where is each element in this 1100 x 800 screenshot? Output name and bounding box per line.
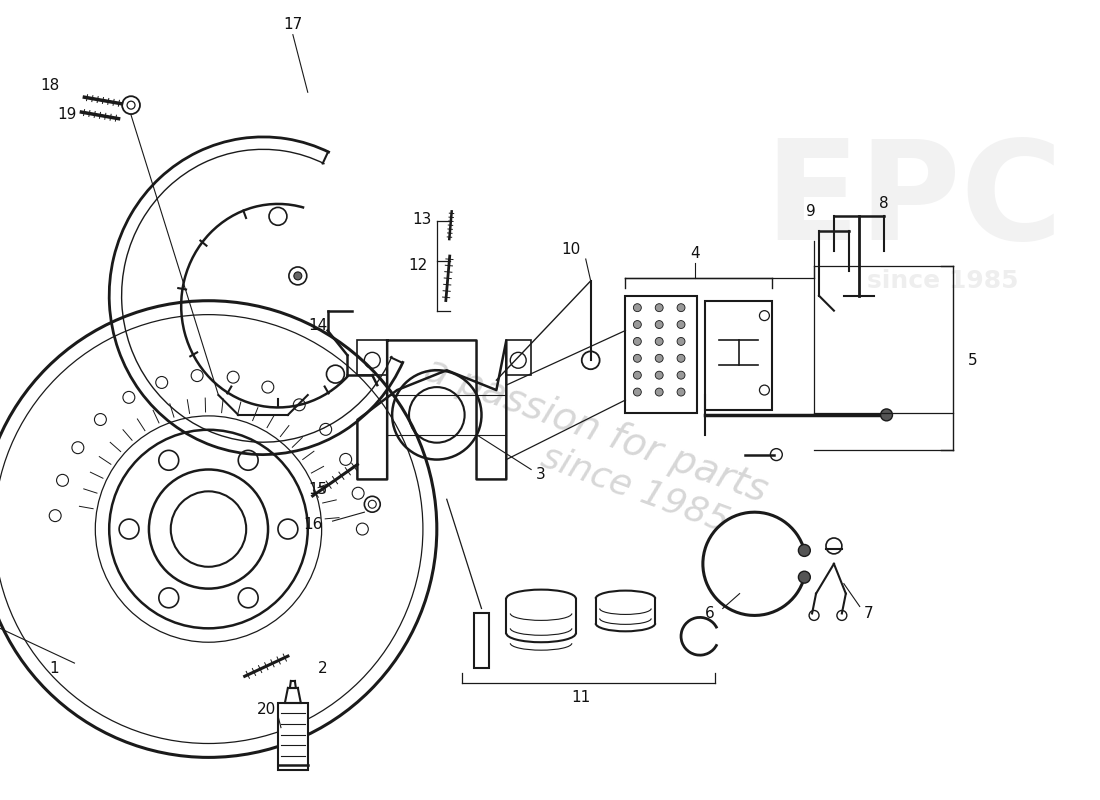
- Circle shape: [678, 354, 685, 362]
- Bar: [278, 702, 308, 770]
- Circle shape: [881, 409, 892, 421]
- Bar: [473, 614, 490, 668]
- Circle shape: [799, 571, 811, 583]
- Bar: [626, 296, 697, 413]
- Text: 12: 12: [408, 258, 428, 274]
- Text: 1: 1: [50, 661, 59, 675]
- Bar: [705, 301, 772, 410]
- Text: 13: 13: [412, 212, 431, 227]
- Circle shape: [656, 354, 663, 362]
- Circle shape: [678, 321, 685, 329]
- Bar: [358, 341, 387, 375]
- Circle shape: [799, 545, 811, 557]
- Circle shape: [634, 371, 641, 379]
- Circle shape: [656, 371, 663, 379]
- Text: since 1985: since 1985: [868, 269, 1019, 293]
- Circle shape: [678, 371, 685, 379]
- Text: 19: 19: [57, 106, 76, 122]
- Text: 14: 14: [308, 318, 328, 333]
- Text: 10: 10: [561, 242, 581, 257]
- Text: 16: 16: [302, 517, 322, 531]
- Circle shape: [656, 388, 663, 396]
- Text: 15: 15: [308, 482, 328, 497]
- Circle shape: [656, 338, 663, 346]
- Circle shape: [634, 388, 641, 396]
- Text: 2: 2: [318, 661, 328, 675]
- Circle shape: [294, 272, 301, 280]
- Text: 20: 20: [256, 702, 276, 718]
- Text: 8: 8: [879, 196, 889, 211]
- Text: 4: 4: [690, 246, 700, 261]
- Circle shape: [656, 321, 663, 329]
- Circle shape: [678, 304, 685, 312]
- Text: 17: 17: [283, 18, 302, 32]
- Text: a passion for parts: a passion for parts: [419, 350, 772, 510]
- Circle shape: [634, 354, 641, 362]
- Text: since 1985: since 1985: [537, 440, 734, 539]
- Circle shape: [634, 304, 641, 312]
- Bar: [506, 341, 531, 375]
- Circle shape: [656, 304, 663, 312]
- Circle shape: [634, 338, 641, 346]
- Text: 5: 5: [968, 353, 978, 368]
- Circle shape: [678, 388, 685, 396]
- Text: 11: 11: [571, 690, 591, 706]
- Circle shape: [634, 321, 641, 329]
- Text: 9: 9: [806, 204, 816, 219]
- Circle shape: [678, 338, 685, 346]
- Text: 18: 18: [40, 78, 59, 93]
- Text: EPC: EPC: [764, 134, 1063, 269]
- Text: 7: 7: [864, 606, 873, 621]
- Text: 6: 6: [705, 606, 715, 621]
- Text: 3: 3: [536, 467, 546, 482]
